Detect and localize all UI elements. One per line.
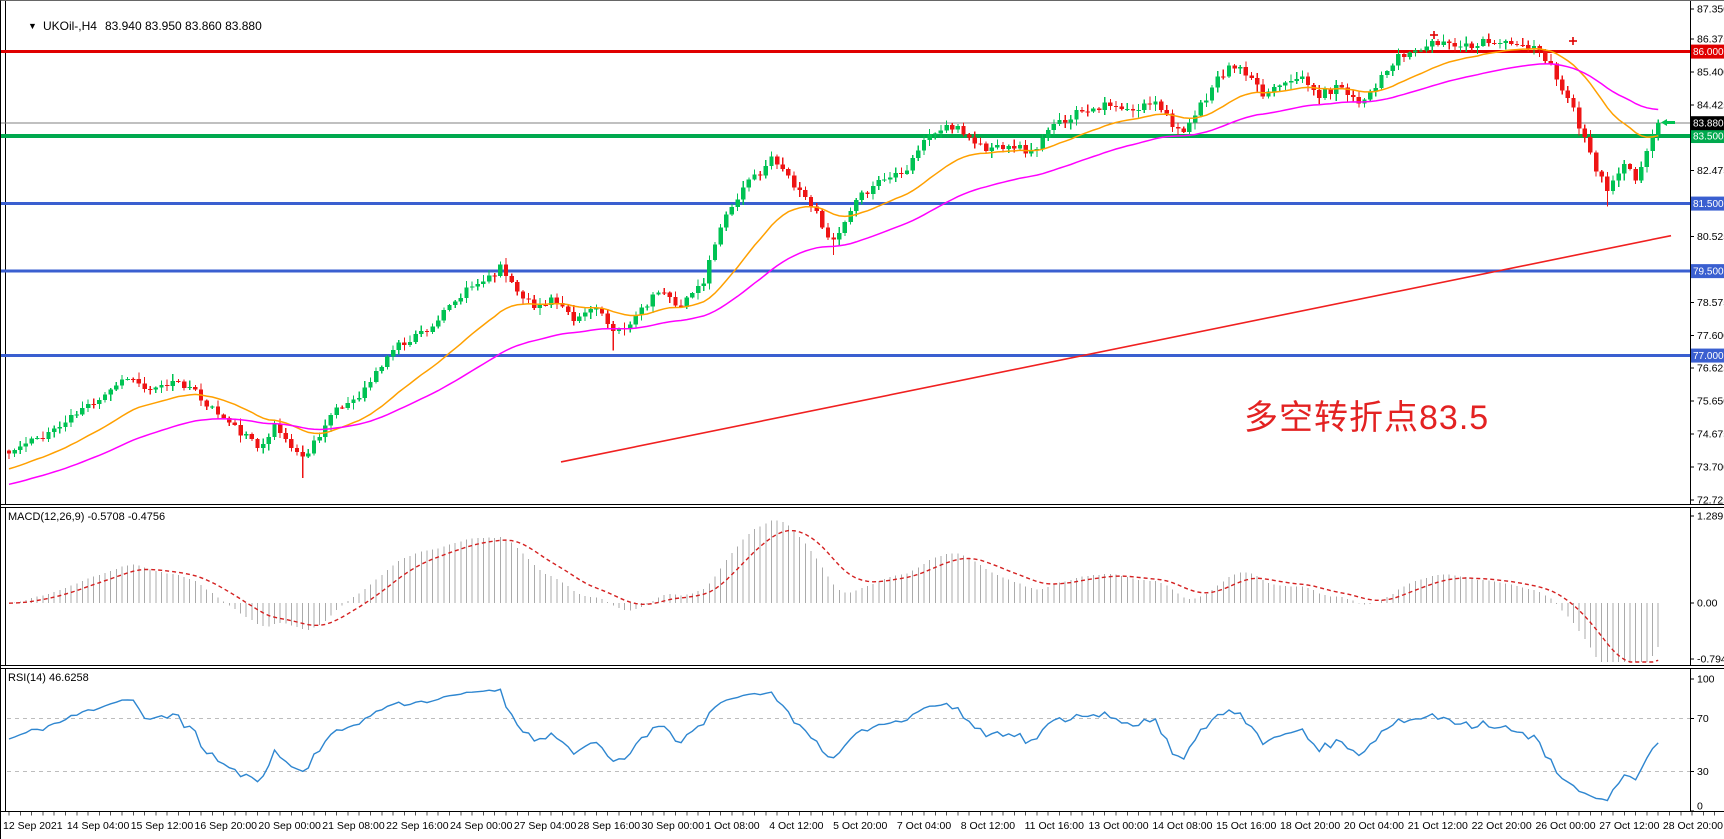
- time-axis-label: 26 Oct 00:00: [1535, 820, 1595, 832]
- time-axis-label: 15 Oct 16:00: [1216, 820, 1276, 832]
- macd-axis-label: -0.7941: [1697, 654, 1724, 666]
- svg-text:77.000: 77.000: [1693, 351, 1724, 362]
- macd-signal-line: [8, 529, 1659, 663]
- price-badge: 83.880: [1691, 116, 1724, 131]
- time-axis-label: 20 Sep 00:00: [258, 820, 321, 832]
- macd-canvas: 1.2891 0.00 -0.7941: [5, 508, 1724, 666]
- rsi-axis-label: 70: [1697, 713, 1709, 725]
- svg-text:86.000: 86.000: [1693, 47, 1724, 58]
- trendline-object[interactable]: [560, 234, 1672, 463]
- time-axis-label: 22 Oct 20:00: [1472, 820, 1532, 832]
- symbol-dropdown-icon[interactable]: ▼: [28, 21, 37, 31]
- svg-text:79.500: 79.500: [1693, 267, 1724, 278]
- svg-text:80.525: 80.525: [1697, 231, 1724, 243]
- svg-text:82.475: 82.475: [1697, 165, 1724, 177]
- pane-separator: [1, 507, 1724, 508]
- svg-text:75.650: 75.650: [1697, 396, 1724, 408]
- svg-text:86.375: 86.375: [1697, 33, 1724, 45]
- time-axis-label: 27 Oct 12:00: [1599, 820, 1659, 832]
- time-axis-label: 20 Oct 04:00: [1344, 820, 1404, 832]
- time-axis-label: 4 Oct 12:00: [769, 820, 823, 832]
- time-axis-label: 21 Oct 12:00: [1408, 820, 1468, 832]
- price-badge: 86.000: [1691, 44, 1724, 59]
- time-axis-label: 5 Oct 20:00: [833, 820, 887, 832]
- chart-ohlc-quote: 83.940 83.950 83.860 83.880: [104, 19, 262, 33]
- main-chart-pane: 87.350 86.375 85.400 84.425 82.475 80.525 78.5…: [1, 1, 1724, 504]
- time-axis-label: 22 Sep 16:00: [386, 820, 449, 832]
- slow-ma-line: [8, 63, 1659, 486]
- macd-axis-label: 1.2891: [1697, 511, 1724, 523]
- rsi-canvas: 100 70 30 0: [5, 669, 1715, 812]
- time-axis-separator: [1, 811, 1724, 812]
- macd-indicator-pane: 1.2891 0.00 -0.7941 MACD(12,26,9) -0.5708 …: [1, 508, 1724, 665]
- time-axis-label: 28 Oct 20:00: [1663, 820, 1723, 832]
- svg-text:76.625: 76.625: [1697, 363, 1724, 375]
- pane-separator[interactable]: [1, 504, 1724, 505]
- time-axis-label: 11 Oct 16:00: [1025, 820, 1085, 832]
- rsi-axis-label: 30: [1697, 766, 1709, 778]
- svg-text:78.575: 78.575: [1697, 297, 1724, 309]
- candlestick-series: [6, 33, 1661, 478]
- time-axis-label: 12 Sep 2021: [3, 820, 63, 832]
- time-axis-label: 14 Oct 08:00: [1152, 820, 1212, 832]
- time-axis-label: 1 Oct 08:00: [705, 820, 759, 832]
- time-axis-label: 18 Oct 20:00: [1280, 820, 1340, 832]
- price-badge: 81.500: [1691, 196, 1724, 211]
- svg-text:72.725: 72.725: [1697, 494, 1724, 504]
- pane-separator: [1, 668, 1724, 669]
- svg-text:74.675: 74.675: [1697, 429, 1724, 441]
- macd-label: MACD(12,26,9) -0.5708 -0.4756: [8, 511, 166, 523]
- time-axis-label: 15 Sep 12:00: [131, 820, 194, 832]
- rsi-axis-label: 100: [1697, 674, 1715, 686]
- svg-text:83.500: 83.500: [1693, 132, 1724, 143]
- rsi-line: [8, 688, 1659, 802]
- time-axis-label: 14 Sep 04:00: [67, 820, 130, 832]
- price-badge: 77.000: [1691, 348, 1724, 363]
- time-axis-label: 21 Sep 08:00: [322, 820, 385, 832]
- macd-histogram: [14, 520, 1659, 662]
- macd-axis-label: 0.00: [1697, 598, 1718, 610]
- chart-title: ▼ UKOil-,H4 83.940 83.950 83.860 83.880: [8, 5, 262, 47]
- last-price-arrow-icon: [1661, 119, 1675, 126]
- plus-marker[interactable]: [1430, 31, 1438, 39]
- time-axis-label: 24 Sep 00:00: [450, 820, 513, 832]
- price-level-lines[interactable]: [1, 50, 1690, 358]
- svg-text:87.350: 87.350: [1697, 4, 1724, 16]
- time-axis-label: 30 Sep 00:00: [642, 820, 705, 832]
- chart-symbol-timeframe: UKOil-,H4: [42, 19, 97, 33]
- svg-text:85.400: 85.400: [1697, 66, 1724, 78]
- price-badge: 79.500: [1691, 264, 1724, 279]
- time-axis-label: 28 Sep 16:00: [578, 820, 641, 832]
- rsi-indicator-pane: 100 70 30 0 RSI(14) 46.6258: [1, 669, 1724, 811]
- svg-text:81.500: 81.500: [1693, 199, 1724, 210]
- svg-text:83.880: 83.880: [1693, 119, 1724, 130]
- price-axis-labels: 87.350 86.375 85.400 84.425 82.475 80.525 78.5…: [1690, 4, 1724, 504]
- main-chart-canvas: 87.350 86.375 85.400 84.425 82.475 80.525 78.5…: [1, 1, 1724, 504]
- time-axis-label: 8 Oct 12:00: [961, 820, 1015, 832]
- fast-ma-line: [8, 48, 1659, 470]
- time-axis-canvas: 12 Sep 2021 14 Sep 04:00 15 Sep 12:00 16 Se…: [3, 812, 1723, 832]
- plus-marker[interactable]: [1569, 37, 1577, 45]
- chart-text-annotation[interactable]: 多空转折点83.5: [1244, 399, 1490, 437]
- svg-text:77.600: 77.600: [1697, 330, 1724, 342]
- time-axis[interactable]: 12 Sep 2021 14 Sep 04:00 15 Sep 12:00 16 Se…: [1, 812, 1724, 839]
- time-axis-label: 27 Sep 04:00: [514, 820, 577, 832]
- time-axis-label: 13 Oct 00:00: [1088, 820, 1148, 832]
- rsi-label: RSI(14) 46.6258: [8, 672, 89, 684]
- pane-separator[interactable]: [1, 665, 1724, 666]
- time-axis-label: 7 Oct 04:00: [897, 820, 951, 832]
- svg-text:84.425: 84.425: [1697, 99, 1724, 111]
- rsi-axis-label: 0: [1697, 801, 1703, 812]
- price-badge: 83.500: [1691, 129, 1724, 144]
- time-axis-label: 16 Sep 20:00: [195, 820, 258, 832]
- svg-text:73.700: 73.700: [1697, 462, 1724, 474]
